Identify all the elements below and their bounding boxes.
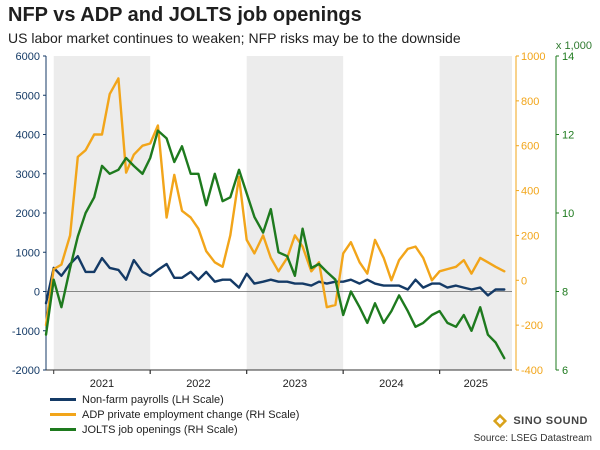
legend: Non-farm payrolls (LH Scale) ADP private… bbox=[50, 392, 299, 437]
legend-label-nfp: Non-farm payrolls (LH Scale) bbox=[82, 393, 224, 406]
left-tick-label: 2000 bbox=[16, 208, 40, 220]
x-tick-label: 2021 bbox=[90, 378, 114, 390]
right2-tick-label: 10 bbox=[562, 208, 574, 220]
series-line-1 bbox=[44, 77, 506, 327]
chart-subtitle: US labor market continues to weaken; NFP… bbox=[8, 30, 461, 46]
x-tick-label: 2025 bbox=[464, 378, 488, 390]
legend-item-nfp: Non-farm payrolls (LH Scale) bbox=[50, 392, 299, 407]
legend-label-adp: ADP private employment change (RH Scale) bbox=[82, 408, 300, 421]
right1-tick-label: 0 bbox=[521, 275, 527, 287]
right1-tick-label: -400 bbox=[521, 365, 543, 377]
left-tick-label: 4000 bbox=[16, 130, 40, 142]
rh2-axis-unit-label: x 1,000 bbox=[555, 40, 592, 52]
left-tick-label: 0 bbox=[34, 287, 40, 299]
right1-tick-label: 600 bbox=[521, 141, 539, 153]
right1-tick-label: 200 bbox=[521, 230, 539, 242]
right1-tick-label: -200 bbox=[521, 320, 543, 332]
legend-item-adp: ADP private employment change (RH Scale) bbox=[50, 407, 299, 422]
logo-diamond-icon bbox=[493, 413, 508, 429]
right2-tick-label: 8 bbox=[562, 287, 568, 299]
x-tick-label: 2022 bbox=[186, 378, 210, 390]
right2-tick-label: 6 bbox=[562, 365, 568, 377]
chart-title: NFP vs ADP and JOLTS job openings bbox=[8, 4, 362, 26]
left-tick-label: -2000 bbox=[12, 365, 40, 377]
year-band-2025 bbox=[439, 56, 512, 370]
right1-tick-label: 800 bbox=[521, 96, 539, 108]
legend-label-jolts: JOLTS job openings (RH Scale) bbox=[82, 423, 238, 436]
series-line-0 bbox=[44, 255, 506, 305]
series-line-2 bbox=[44, 129, 506, 360]
left-tick-label: 6000 bbox=[16, 51, 40, 63]
right2-tick-label: 12 bbox=[562, 130, 574, 142]
year-band-2023 bbox=[246, 56, 344, 370]
legend-swatch-adp bbox=[50, 413, 76, 416]
left-tick-label: 3000 bbox=[16, 169, 40, 181]
logo-text: SINO SOUND bbox=[513, 415, 588, 427]
right1-tick-label: 400 bbox=[521, 186, 539, 198]
right1-tick-label: 1000 bbox=[521, 51, 545, 63]
left-tick-label: 5000 bbox=[16, 90, 40, 102]
left-tick-label: 1000 bbox=[16, 247, 40, 259]
legend-swatch-nfp bbox=[50, 398, 76, 401]
legend-item-jolts: JOLTS job openings (RH Scale) bbox=[50, 422, 299, 437]
legend-swatch-jolts bbox=[50, 428, 76, 431]
source-note: Source: LSEG Datastream bbox=[473, 433, 592, 444]
left-tick-label: -1000 bbox=[12, 326, 40, 338]
x-tick-label: 2024 bbox=[379, 378, 403, 390]
brand-logo: SINO SOUND bbox=[491, 412, 588, 430]
right2-tick-label: 14 bbox=[562, 51, 574, 63]
x-tick-label: 2023 bbox=[283, 378, 307, 390]
year-band-2021 bbox=[53, 56, 151, 370]
